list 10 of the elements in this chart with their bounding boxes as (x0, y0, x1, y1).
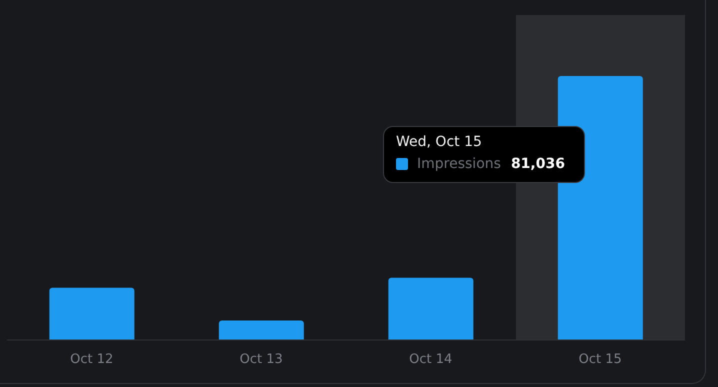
annotation: 81,036 (510, 156, 565, 172)
bar (218, 320, 304, 340)
x-tick-label: Oct 12 (70, 352, 114, 368)
bar (388, 278, 474, 340)
annotation: Wed, Oct 15 (396, 134, 483, 150)
x-tick-label: Oct 15 (578, 352, 622, 368)
x-tick-label: Oct 14 (409, 352, 452, 368)
bar (49, 288, 134, 340)
x-tick-label: Oct 13 (240, 352, 283, 368)
legend-label: Impressions (417, 156, 501, 172)
